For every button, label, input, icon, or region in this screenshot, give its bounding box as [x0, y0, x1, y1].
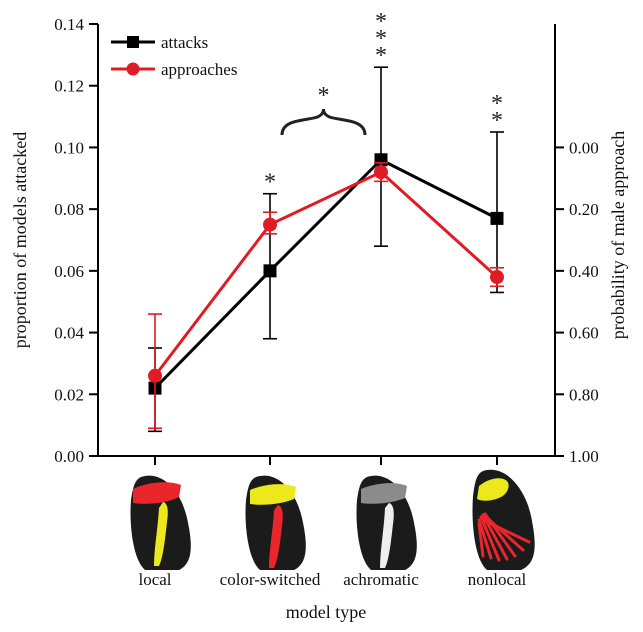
- x-axis-title: model type: [286, 602, 366, 622]
- y-tick-label: 0.00: [54, 447, 84, 466]
- y-tick-label: 0.10: [54, 138, 84, 157]
- x-axis: local color-switched achromatic nonlocal: [98, 455, 555, 589]
- x-tick-label-color-switched: color-switched: [220, 570, 321, 589]
- y-tick-label: 0.04: [54, 324, 84, 343]
- data-point: [263, 264, 277, 278]
- y2-tick-label: 0.80: [569, 385, 599, 404]
- significance-star: *: [375, 43, 387, 69]
- y2-tick-label: 0.60: [569, 324, 599, 343]
- wing-rays: [477, 512, 531, 562]
- significance-star: *: [264, 170, 276, 196]
- series-approaches: [148, 162, 504, 430]
- right-axis: 1.00 0.80 0.60 0.40 0.20 0.00: [554, 24, 599, 466]
- y-tick-label: 0.08: [54, 200, 84, 219]
- y2-tick-label: 0.40: [569, 262, 599, 281]
- wing-band: [250, 484, 296, 505]
- wing-local: [130, 475, 191, 570]
- y2-tick-label: 0.00: [569, 138, 599, 157]
- wing-stripe: [154, 502, 168, 566]
- legend-label-attacks: attacks: [161, 33, 208, 52]
- data-point: [490, 211, 504, 225]
- data-point: [490, 270, 504, 285]
- legend: attacks approaches: [111, 33, 237, 79]
- wing-stripe: [380, 503, 394, 568]
- wing-color-switched: [245, 475, 306, 570]
- significance-star: *: [375, 9, 387, 35]
- series-attacks: [148, 66, 504, 433]
- y-tick-label: 0.14: [54, 15, 84, 34]
- x-tick-label-achromatic: achromatic: [343, 570, 419, 589]
- series-line: [153, 157, 498, 390]
- x-tick-label-local: local: [138, 570, 171, 589]
- plot-area: [148, 66, 504, 433]
- legend-approaches: approaches: [111, 60, 237, 79]
- significance-annotations: *******: [264, 9, 503, 196]
- legend-label-approaches: approaches: [161, 60, 237, 79]
- significance-star: *: [375, 26, 387, 52]
- y2-tick-label: 1.00: [569, 447, 599, 466]
- comparison-brace: [280, 108, 367, 136]
- wing-illustrations: [130, 469, 535, 570]
- left-axis: 0.00 0.02 0.04 0.06 0.08 0.10 0.12 0.14: [54, 15, 99, 466]
- data-point: [263, 217, 277, 232]
- y-axis-title: proportion of models attacked: [10, 132, 30, 348]
- wing-achromatic: [356, 475, 417, 570]
- significance-star: *: [318, 83, 330, 109]
- data-point: [374, 165, 388, 180]
- series-line: [153, 170, 499, 377]
- x-tick-label-nonlocal: nonlocal: [468, 570, 527, 589]
- wing-patch: [477, 478, 509, 501]
- wing-band: [133, 482, 181, 504]
- y-tick-label: 0.12: [54, 77, 84, 96]
- wing-stripe: [269, 505, 283, 568]
- data-point: [148, 368, 162, 383]
- y-tick-label: 0.02: [54, 385, 84, 404]
- y2-axis-title: probability of male approach: [608, 131, 628, 339]
- legend-attacks: attacks: [111, 33, 208, 52]
- significance-star: *: [491, 108, 503, 134]
- wing-nonlocal: [472, 469, 535, 570]
- significance-star: *: [491, 91, 503, 117]
- y-tick-label: 0.06: [54, 262, 84, 281]
- wing-band: [361, 483, 407, 504]
- y2-tick-label: 0.20: [569, 200, 599, 219]
